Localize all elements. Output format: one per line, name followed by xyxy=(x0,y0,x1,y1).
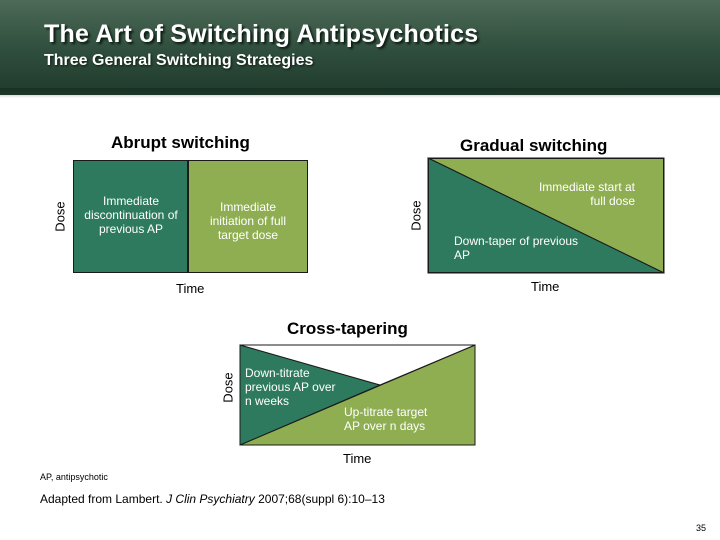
source-citation: Adapted from Lambert. J Clin Psychiatry … xyxy=(40,492,385,506)
abrupt-discontinue-block xyxy=(73,160,188,273)
cross-heading: Cross-tapering xyxy=(287,319,408,338)
gradual-taper-label: Down-taper of previous AP xyxy=(454,234,579,262)
gradual-heading: Gradual switching xyxy=(460,136,608,155)
gradual-start-label: Immediate start at full dose xyxy=(538,180,635,208)
gradual-frame xyxy=(428,158,664,273)
page-number: 35 xyxy=(695,523,706,533)
cross-x-axis-label: Time xyxy=(343,451,372,466)
source-journal: J Clin Psychiatry xyxy=(166,492,255,506)
abrupt-x-axis-label: Time xyxy=(176,281,205,296)
gradual-x-axis-label: Time xyxy=(531,279,560,294)
abrupt-y-axis-label: Dose xyxy=(52,201,68,232)
header-banner xyxy=(0,0,720,95)
cross-diagram xyxy=(239,344,476,446)
abrupt-discontinue-label: Immediate discontinuation of previous AP xyxy=(84,194,178,236)
source-suffix: 2007;68(suppl 6):10–13 xyxy=(254,492,385,506)
abrupt-initiate-label: Immediate initiation of full target dose xyxy=(209,200,287,242)
slide-subtitle: Three General Switching Strategies xyxy=(44,52,314,69)
footnote: AP, antipsychotic xyxy=(40,472,108,482)
gradual-y-axis-label: Dose xyxy=(408,200,424,231)
gradual-diagram xyxy=(427,157,665,274)
cross-y-axis-label: Dose xyxy=(220,372,236,403)
source-prefix: Adapted from Lambert. xyxy=(40,492,167,506)
abrupt-heading: Abrupt switching xyxy=(111,133,250,152)
cross-top-gap xyxy=(239,344,476,386)
abrupt-initiate-block xyxy=(188,160,308,273)
cross-down-label: Down-titrate previous AP over n weeks xyxy=(245,366,336,408)
slide-title: The Art of Switching Antipsychotics xyxy=(44,20,479,48)
cross-up-label: Up-titrate target AP over n days xyxy=(344,405,428,433)
header-shadow xyxy=(0,88,720,98)
